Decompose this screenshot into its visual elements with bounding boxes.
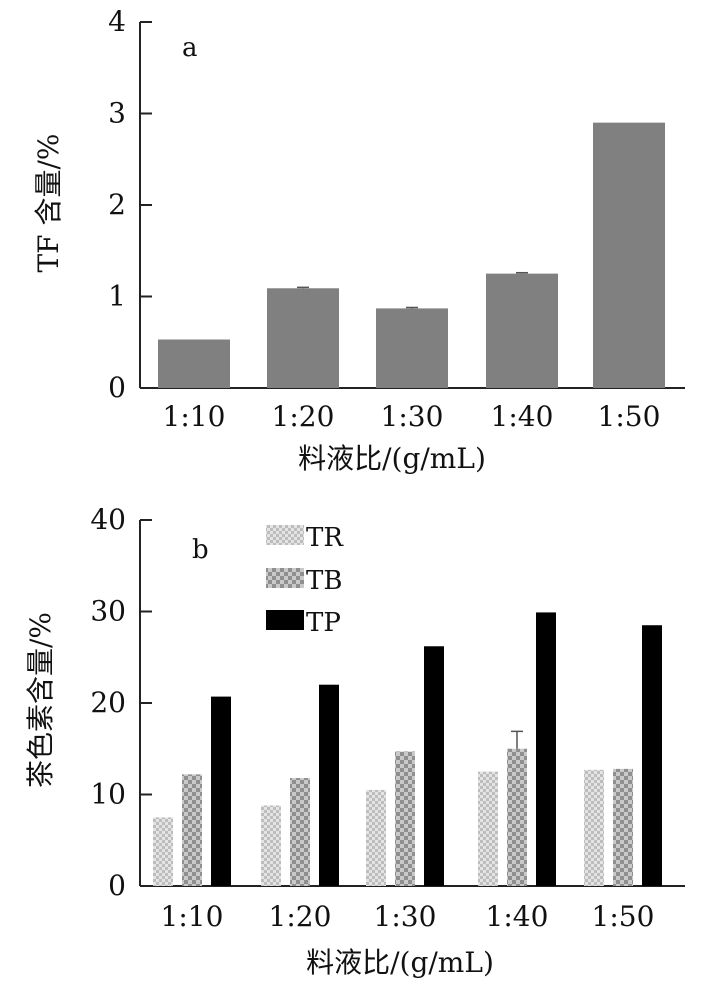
- panel-b-bar-tb: [182, 774, 202, 886]
- panel-a-ylabel: TF 含量/%: [32, 133, 65, 272]
- panel-b-bar-tb: [395, 751, 415, 886]
- panel-a-y-tick-label: 0: [108, 371, 126, 404]
- panel-a-y-tick-label: 4: [108, 5, 126, 38]
- panel-a-x-tick-label: 1:20: [272, 400, 335, 433]
- panel-b-bar-tr: [478, 771, 498, 886]
- panel-b-bar-tp: [211, 696, 231, 886]
- legend-swatch-tp: [266, 610, 304, 630]
- panel-b-bar-tr: [366, 789, 386, 886]
- panel-b-legend: TR TB TP: [266, 523, 344, 638]
- panel-a-plot-area: 0 1 2 3 4 1:10 1:20 1:30 1:40 1:50: [108, 5, 685, 433]
- panel-a-bar: [486, 273, 558, 388]
- panel-b-y-tick-label: 20: [90, 686, 126, 719]
- panel-a-x-tick-label: 1:10: [163, 400, 226, 433]
- panel-b-plot-area: 0 10 20 30 40 1:10 1:20 1:30 1:40 1:50: [90, 503, 685, 933]
- panel-b-bar-tb: [613, 768, 633, 886]
- panel-b-x-tick-label: 1:30: [374, 900, 437, 933]
- panel-b-bar-tp: [424, 646, 444, 886]
- panel-b-bar-tp: [642, 625, 662, 886]
- panel-a-x-tick-label: 1:50: [598, 400, 661, 433]
- panel-b-bar-tr: [153, 817, 173, 886]
- panel-b-bar-tb: [290, 778, 310, 886]
- panel-b-bar-tp: [536, 612, 556, 886]
- panel-a-bar: [376, 308, 448, 388]
- panel-b-bar-tp: [319, 684, 339, 886]
- panel-a-bar: [593, 122, 665, 389]
- panel-b-xlabel: 料液比/(g/mL): [306, 946, 494, 979]
- panel-a-bar: [158, 339, 230, 388]
- panel-a-y-tick-label: 3: [108, 97, 126, 130]
- panel-a-label: a: [182, 33, 198, 63]
- panel-b-bar-tb: [507, 748, 527, 886]
- panel-b-y-tick-label: 10: [90, 778, 126, 811]
- panel-b-bar-tr: [584, 769, 604, 886]
- legend-label-tp: TP: [306, 608, 341, 638]
- panel-a-xlabel: 料液比/(g/mL): [298, 442, 486, 475]
- panel-a-chart: 0 1 2 3 4 1:10 1:20 1:30 1:40 1:50 a TF 含量/% 料液比/…: [32, 5, 685, 475]
- panel-b-x-tick-label: 1:20: [269, 900, 332, 933]
- panel-a-x-tick-label: 1:30: [381, 400, 444, 433]
- legend-swatch-tr: [266, 525, 304, 545]
- panel-b-bar-tr: [261, 805, 281, 886]
- panel-b-x-tick-label: 1:40: [486, 900, 549, 933]
- panel-a-x-tick-label: 1:40: [491, 400, 554, 433]
- panel-a-y-tick-label: 1: [108, 280, 126, 313]
- panel-a-y-tick-label: 2: [108, 188, 126, 221]
- legend-swatch-tb: [266, 568, 304, 588]
- panel-b-y-tick-label: 0: [108, 869, 126, 902]
- legend-label-tb: TB: [306, 566, 342, 596]
- panel-b-x-tick-label: 1:10: [161, 900, 224, 933]
- panel-b-label: b: [192, 535, 209, 565]
- panel-b-y-tick-label: 30: [90, 595, 126, 628]
- panel-b-ylabel: 茶色素含量/%: [24, 612, 57, 788]
- legend-label-tr: TR: [306, 523, 344, 553]
- panel-b-x-tick-label: 1:50: [592, 900, 655, 933]
- panel-a-bar: [267, 288, 339, 388]
- panel-b-y-tick-label: 40: [90, 503, 126, 536]
